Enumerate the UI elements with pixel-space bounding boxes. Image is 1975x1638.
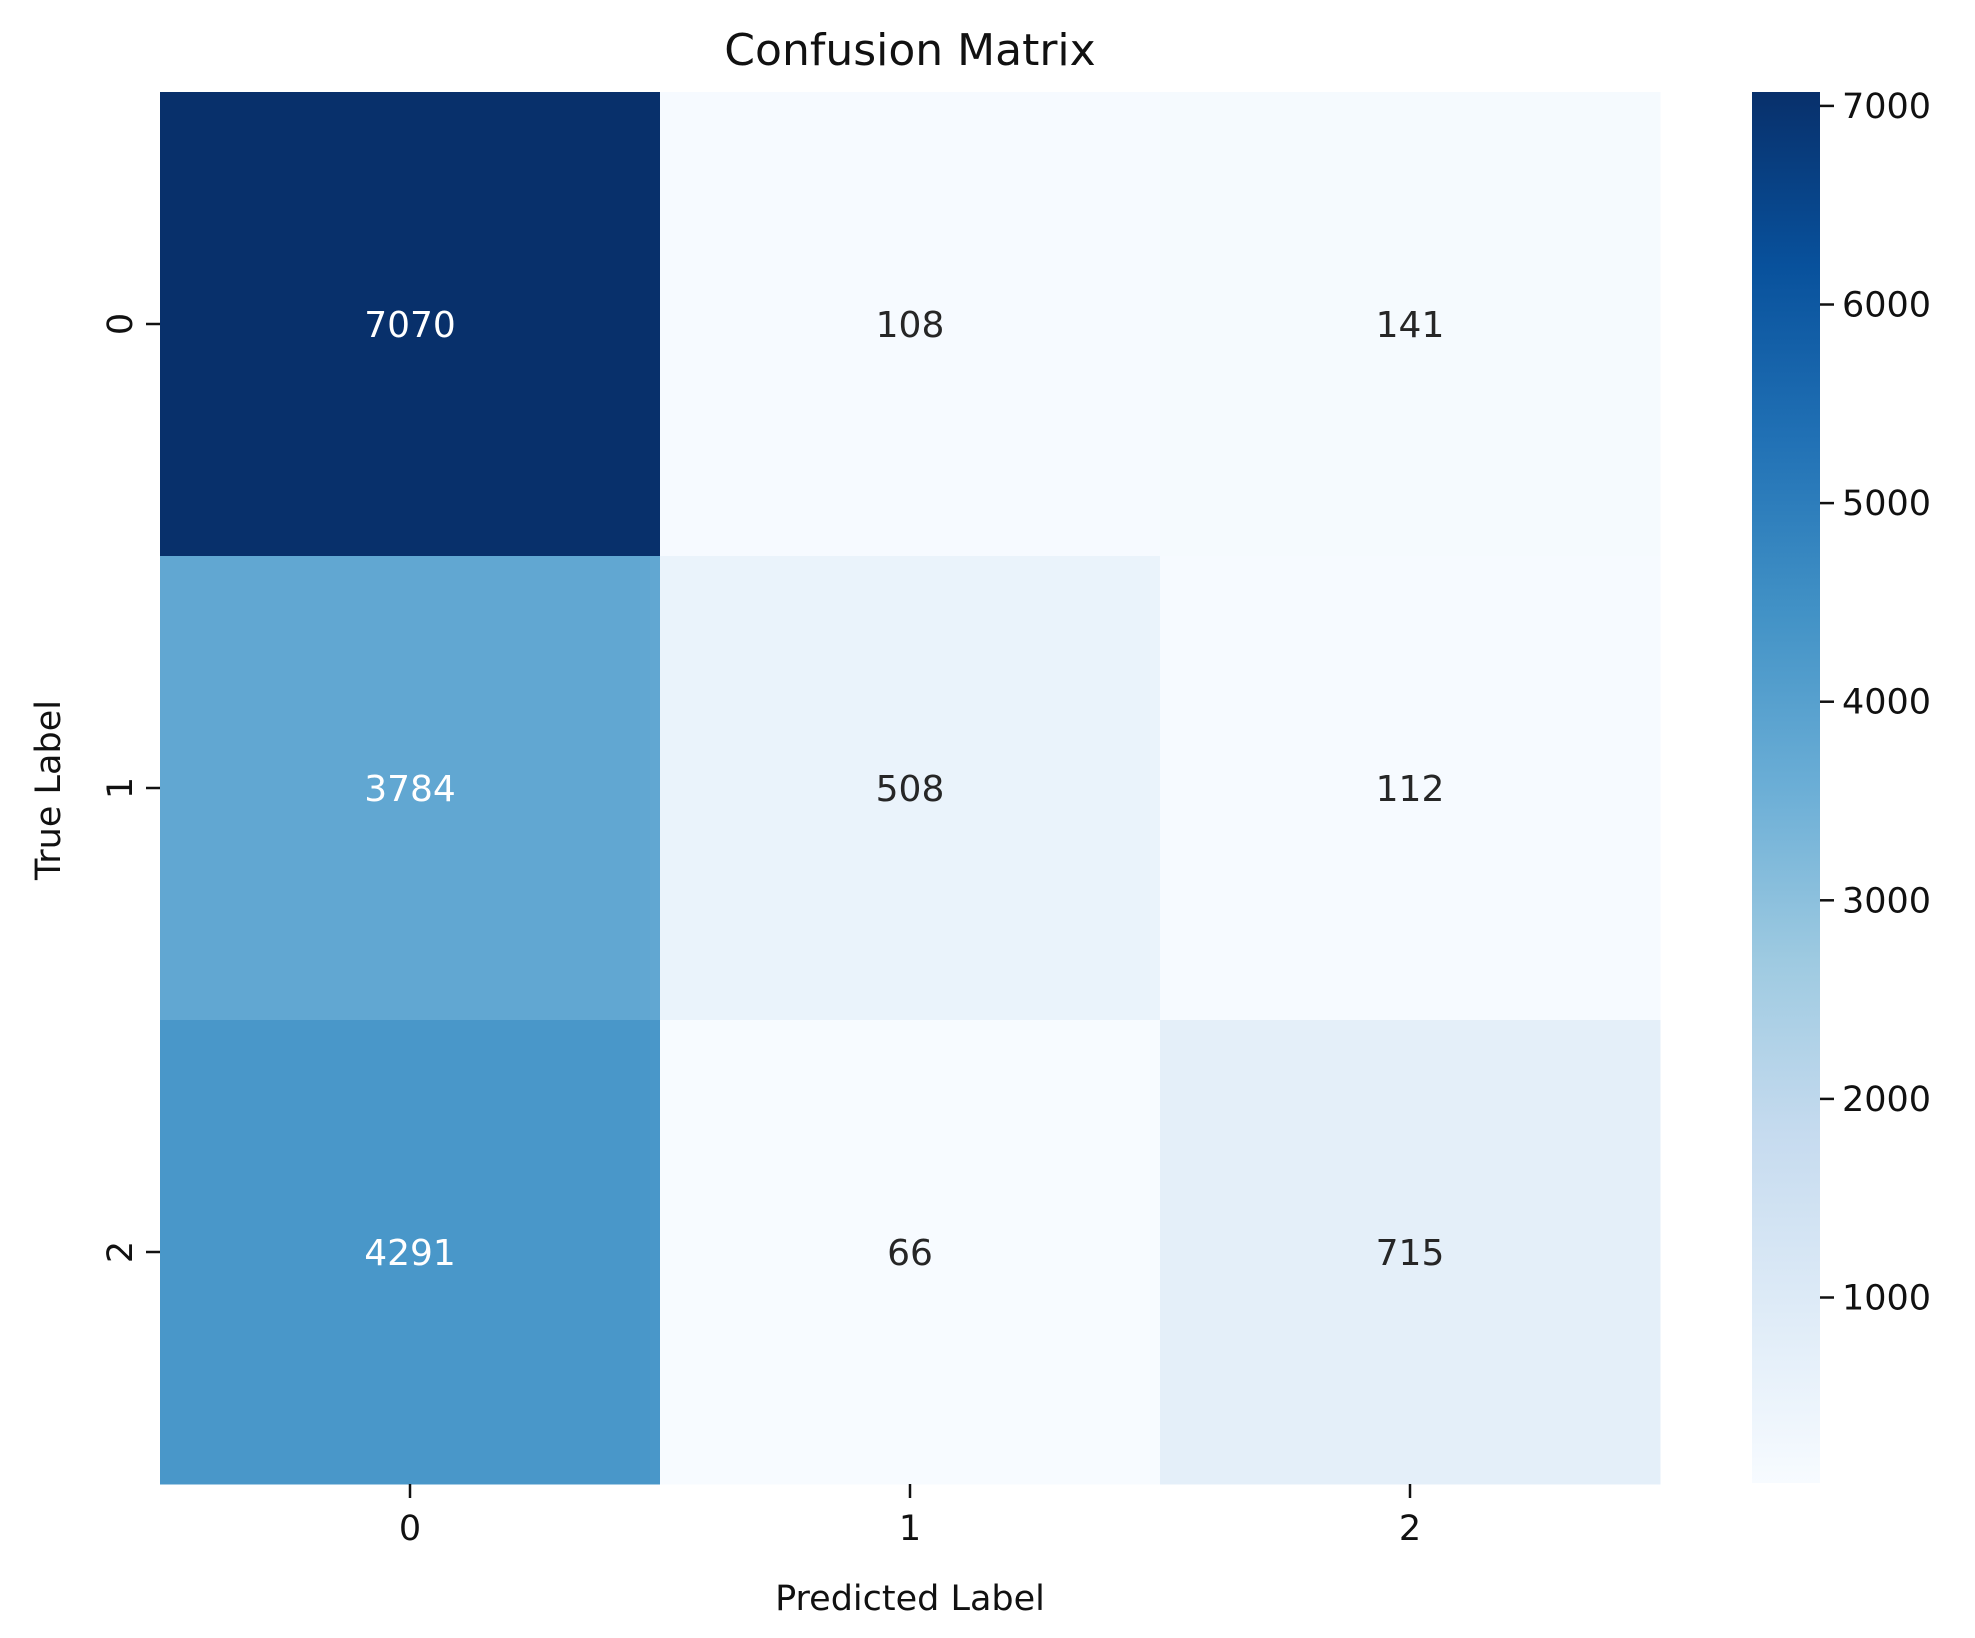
cell-value-label: 108 [876,305,945,346]
y-tick-label: 0 [101,313,141,335]
colorbar-tick-label: 4000 [1842,683,1931,723]
heatmap-cell [660,92,1161,557]
heatmap-cell [1160,92,1661,557]
y-axis-label: True Label [29,700,69,881]
heatmap-cell [160,92,661,557]
colorbar [1752,92,1820,1483]
cell-value-label: 112 [1376,769,1445,810]
heatmap-cell [660,1020,1161,1485]
heatmap-cells [160,92,1661,1485]
x-tick-label: 2 [1399,1509,1421,1549]
cell-value-label: 508 [876,769,945,810]
x-axis-label: Predicted Label [775,1579,1045,1619]
cell-value-label: 3784 [364,769,456,810]
colorbar-tick-label: 7000 [1842,87,1931,127]
heatmap-cell-labels: 7070 108 141 3784 508 112 4291 66 715 [364,305,1444,1274]
colorbar-tick-label: 1000 [1842,1279,1931,1319]
colorbar-tick-label: 2000 [1842,1080,1931,1120]
chart-title: Confusion Matrix [724,25,1095,76]
heatmap-cell [1160,1020,1661,1485]
colorbar-tick-label: 5000 [1842,484,1931,524]
heatmap-cell [660,556,1161,1021]
cell-value-label: 4291 [364,1233,456,1274]
x-axis-ticks: 0 1 2 [399,1484,1421,1549]
x-tick-label: 1 [899,1509,921,1549]
y-tick-label: 1 [101,777,141,799]
cell-value-label: 715 [1376,1233,1445,1274]
y-axis-ticks: 0 1 2 [101,313,160,1263]
y-tick-label: 2 [101,1241,141,1263]
colorbar-tick-label: 6000 [1842,286,1931,326]
colorbar-ticks: 1000 2000 3000 4000 5000 6000 7000 [1820,87,1931,1319]
heatmap-cell [160,556,661,1021]
x-tick-label: 0 [399,1509,421,1549]
cell-value-label: 66 [887,1233,933,1274]
heatmap-cell [160,1020,661,1485]
colorbar-tick-label: 3000 [1842,881,1931,921]
heatmap-cell [1160,556,1661,1021]
cell-value-label: 7070 [364,305,456,346]
cell-value-label: 141 [1376,305,1445,346]
